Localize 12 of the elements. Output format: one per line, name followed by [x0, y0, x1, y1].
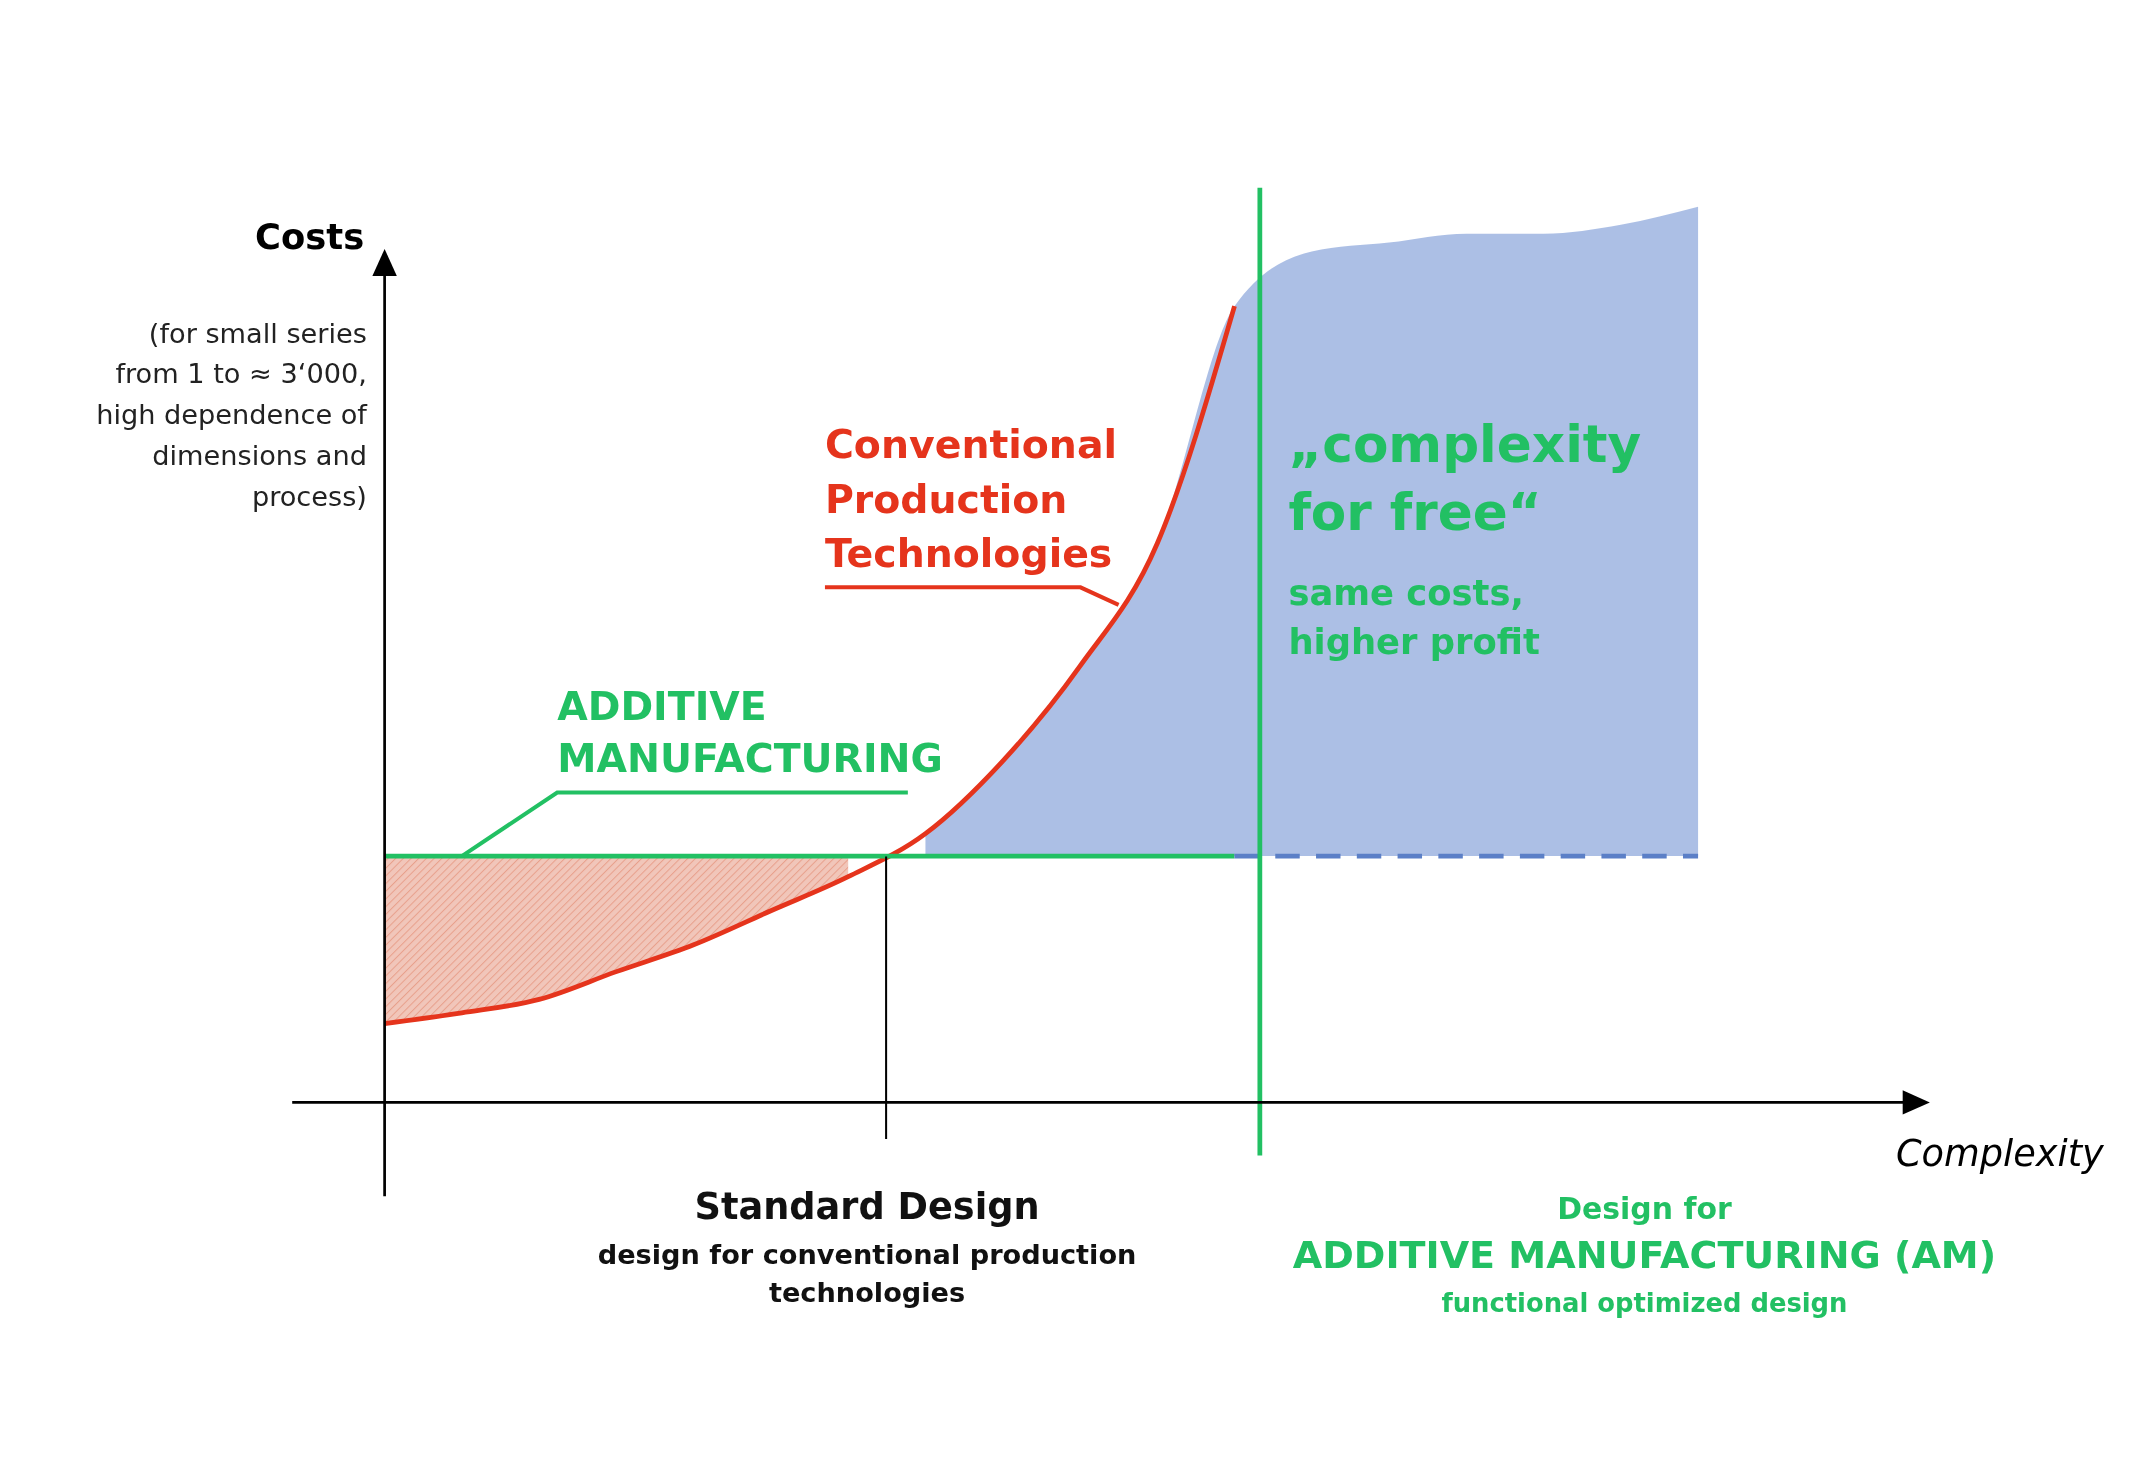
text: Standard Design: [694, 1185, 1040, 1229]
text: ADDITIVE MANUFACTURING (AM): [1292, 1233, 1997, 1278]
series-label: ADDITIVE MANUFACTURING: [557, 683, 943, 782]
text: Design for: [1557, 1191, 1732, 1227]
annotation: same costs, higher profit: [1288, 571, 1540, 662]
text: design for conventional production technologies: [597, 1239, 1137, 1309]
text: functional optimized design: [1441, 1287, 1848, 1318]
annotation: (for small series from 1 to ≈ 3‘000, high dependence of dimensions and process): [96, 317, 369, 512]
series-label: Conventional Production Technologies: [824, 421, 1118, 576]
y-axis-title: Costs: [255, 215, 365, 257]
annotation: „complexity for free“: [1288, 414, 1642, 543]
x-axis-title: Complexity: [1895, 1132, 2106, 1176]
